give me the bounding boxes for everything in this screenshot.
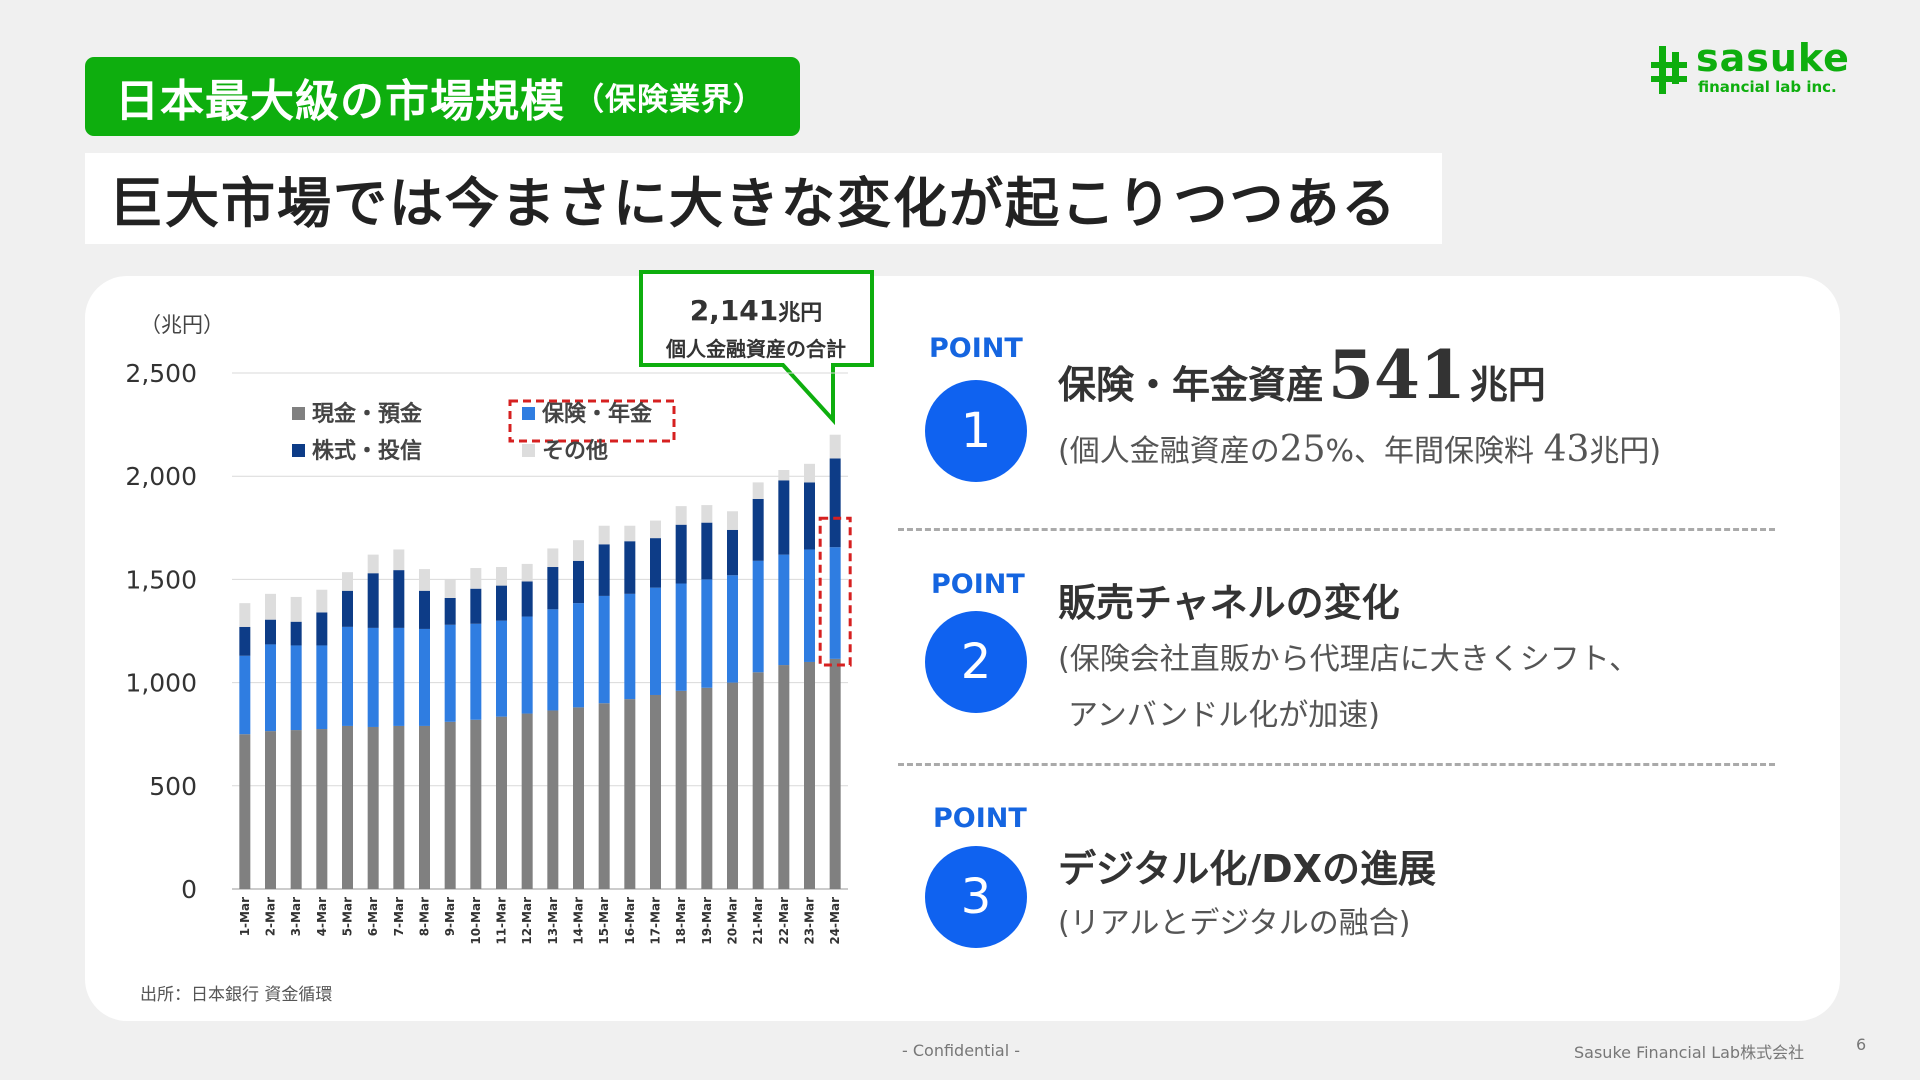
point-1-heading-pre: 保険・年金資産 (1058, 363, 1325, 407)
footer-confidential: - Confidential - (902, 1041, 1021, 1060)
point-1-heading-post: 兆円 (1469, 363, 1546, 407)
point-3-description: (リアルとデジタルの融合) (1058, 906, 1411, 941)
chart-source: 出所：日本銀行 資金循環 (140, 985, 333, 1005)
logo-tagline: financial lab inc. (1698, 78, 1837, 96)
company-logo: sasuke financial lab inc. (1650, 36, 1860, 102)
point-1-desc-pre: (個人金融資産の (1058, 434, 1280, 469)
slide-subtitle: 巨大市場では今まさに大きな変化が起こりつつある (85, 153, 1442, 244)
point-1-description: (個人金融資産の25%、年間保険料 43兆円) (1058, 428, 1661, 471)
point-1-desc-post: 兆円) (1589, 434, 1662, 469)
point-1-number: 1 (925, 380, 1027, 482)
point-3-number: 3 (925, 846, 1027, 948)
point-1-heading-number: 541 (1328, 336, 1466, 414)
section-title: 日本最大級の市場規模 (115, 75, 565, 127)
point-2-label: POINT (931, 569, 1025, 600)
point-3-label: POINT (933, 803, 1027, 834)
point-1-desc-mid: %、年間保険料 (1325, 434, 1535, 469)
section-title-badge: 日本最大級の市場規模 （保険業界） (85, 57, 800, 136)
point-divider-2 (898, 763, 1775, 766)
point-1-heading: 保険・年金資産541 兆円 (1058, 336, 1546, 414)
page-number: 6 (1856, 1035, 1867, 1054)
point-1-desc-num1: 25 (1279, 429, 1326, 470)
point-2-desc-line1: (保険会社直販から代理店に大きくシフト、 (1058, 642, 1640, 677)
point-2-number: 2 (925, 611, 1027, 713)
point-divider-1 (898, 528, 1775, 531)
point-1-desc-num2: 43 (1543, 429, 1590, 470)
logo-mark-icon (1651, 46, 1687, 94)
point-1-label: POINT (929, 333, 1023, 364)
point-2-heading: 販売チャネルの変化 (1058, 581, 1400, 625)
section-title-sub: （保険業界） (573, 82, 765, 118)
point-2-desc-line2: アンバンドル化が加速) (1068, 698, 1381, 733)
point-3-heading: デジタル化/DXの進展 (1058, 847, 1436, 891)
logo-name: sasuke (1696, 36, 1850, 80)
footer-company: Sasuke Financial Lab株式会社 (1574, 1043, 1805, 1062)
